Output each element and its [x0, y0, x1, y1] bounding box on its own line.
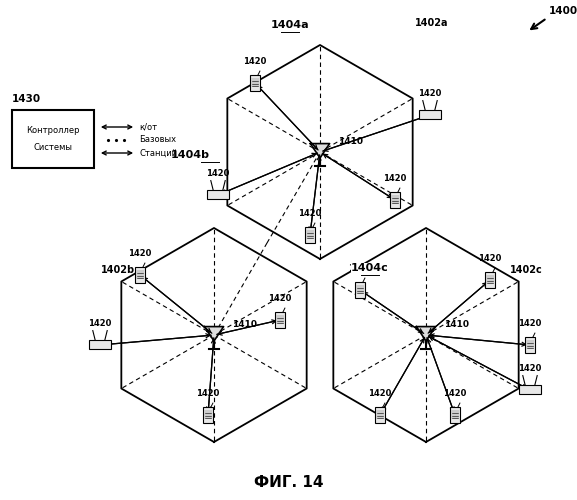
Text: 1410: 1410	[232, 320, 257, 329]
Text: 1420: 1420	[243, 57, 267, 66]
Bar	[207, 190, 229, 199]
Text: 1420: 1420	[518, 319, 542, 328]
Text: 1420: 1420	[368, 389, 392, 398]
Polygon shape	[417, 326, 436, 341]
Text: 1430: 1430	[12, 94, 41, 104]
Text: Базовых: Базовых	[139, 136, 176, 144]
Text: Системы: Системы	[33, 143, 73, 152]
Text: Контроллер: Контроллер	[26, 126, 80, 135]
Bar	[486, 275, 494, 283]
Bar	[306, 230, 314, 238]
Bar	[519, 385, 541, 394]
Bar	[356, 285, 364, 294]
Bar	[485, 272, 495, 287]
Bar	[390, 192, 400, 208]
Text: 1420: 1420	[128, 249, 152, 258]
Bar	[89, 340, 111, 349]
Bar	[204, 410, 212, 418]
Bar	[251, 78, 259, 86]
Text: 1402b: 1402b	[101, 265, 135, 275]
Bar	[250, 76, 260, 90]
Text: 1420: 1420	[298, 209, 322, 218]
Text: ФИГ. 14: ФИГ. 14	[254, 475, 323, 490]
Text: Станций: Станций	[139, 148, 177, 158]
Bar	[526, 340, 534, 348]
Text: 1410: 1410	[338, 137, 363, 146]
Text: 1402a: 1402a	[415, 18, 448, 28]
Bar	[391, 195, 399, 203]
Polygon shape	[310, 144, 329, 158]
Bar	[305, 228, 315, 242]
Text: 1420: 1420	[383, 174, 407, 183]
Text: 1420: 1420	[207, 169, 230, 178]
Text: 1404c: 1404c	[351, 263, 389, 273]
Text: 1420: 1420	[518, 364, 542, 373]
Bar	[419, 110, 441, 119]
Bar	[355, 282, 365, 298]
Text: 1400: 1400	[549, 6, 577, 16]
Text: 1404a: 1404a	[271, 20, 309, 30]
Text: 1404b: 1404b	[171, 150, 210, 160]
Text: к/от: к/от	[139, 122, 157, 132]
Text: 1420: 1420	[478, 254, 501, 263]
Text: 1402c: 1402c	[510, 265, 543, 275]
Bar	[375, 408, 385, 422]
Text: 1420: 1420	[268, 294, 292, 303]
Bar	[450, 408, 460, 422]
Bar	[135, 268, 145, 282]
Bar	[276, 315, 284, 324]
Bar	[525, 338, 535, 352]
Bar	[203, 408, 213, 422]
Text: 1420: 1420	[196, 389, 220, 398]
FancyBboxPatch shape	[12, 110, 94, 168]
Bar	[451, 410, 459, 418]
Bar	[275, 312, 285, 328]
Text: 1420: 1420	[88, 319, 112, 328]
Bar	[136, 270, 144, 278]
Text: 1420: 1420	[349, 264, 372, 273]
Text: 1410: 1410	[444, 320, 469, 329]
Polygon shape	[204, 326, 224, 341]
Bar	[376, 410, 384, 418]
Text: 1420: 1420	[443, 389, 467, 398]
Text: 1420: 1420	[418, 89, 441, 98]
